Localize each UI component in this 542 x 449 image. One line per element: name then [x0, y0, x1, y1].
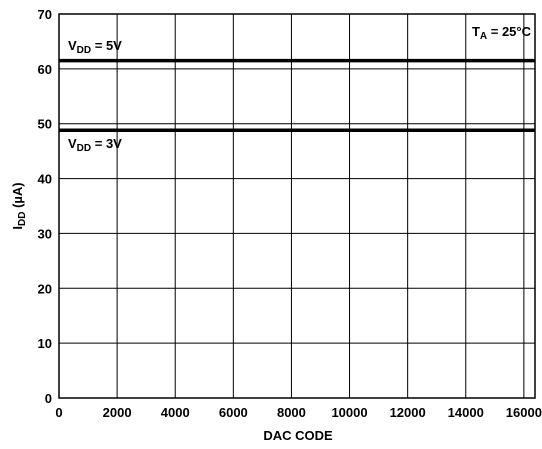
x-tick-label: 16000	[506, 405, 542, 420]
y-tick-label: 60	[38, 62, 52, 77]
y-tick-labels: 0 10 20 30 40 50 60 70	[38, 7, 52, 406]
x-tick-label: 0	[55, 405, 62, 420]
x-tick-label: 2000	[103, 405, 132, 420]
y-tick-label: 70	[38, 7, 52, 22]
series-label-vdd-5v: VDD = 5V	[68, 38, 122, 56]
series-label-vdd-3v: VDD = 3V	[68, 136, 122, 154]
x-tick-label: 8000	[277, 405, 306, 420]
temperature-annotation: TA = 25°C	[472, 24, 532, 42]
x-axis-title: DAC CODE	[263, 428, 333, 443]
y-tick-label: 30	[38, 226, 52, 241]
y-axis-title: IDD (µA)	[10, 182, 28, 229]
x-tick-label: 14000	[448, 405, 484, 420]
y-tick-label: 0	[45, 391, 52, 406]
x-tick-label: 4000	[161, 405, 190, 420]
grid	[59, 14, 535, 398]
plot-background	[59, 14, 535, 398]
plot-frame	[58, 13, 536, 399]
x-tick-label: 10000	[331, 405, 367, 420]
x-tick-label: 6000	[219, 405, 248, 420]
y-tick-label: 40	[38, 172, 52, 187]
y-tick-label: 20	[38, 281, 52, 296]
x-tick-label: 12000	[390, 405, 426, 420]
y-tick-label: 50	[38, 117, 52, 132]
y-tick-label: 10	[38, 336, 52, 351]
series-lines	[59, 58, 535, 133]
x-tick-labels: 0 2000 4000 6000 8000 10000 12000 14000 16000	[55, 405, 542, 420]
